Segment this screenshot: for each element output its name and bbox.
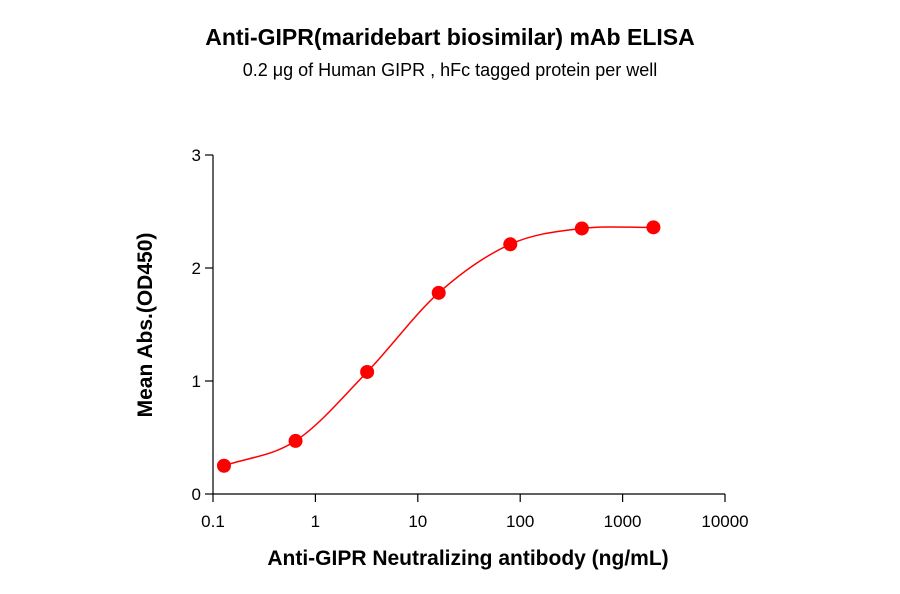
chart-title: Anti-GIPR(maridebart biosimilar) mAb ELI… xyxy=(205,24,695,50)
x-tick-label: 0.1 xyxy=(201,512,225,531)
axes: 0 1 2 3 0.1 1 10 100 1000 10000 xyxy=(192,146,749,531)
x-tick-label: 1000 xyxy=(604,512,642,531)
x-tick-label: 100 xyxy=(506,512,534,531)
x-tick-label: 10000 xyxy=(701,512,748,531)
y-tick-label: 1 xyxy=(192,372,201,391)
y-tick-label: 0 xyxy=(192,485,201,504)
data-point xyxy=(431,285,446,300)
fit-curve xyxy=(223,226,654,467)
x-axis-label: Anti-GIPR Neutralizing antibody (ng/mL) xyxy=(267,547,668,570)
data-point xyxy=(360,364,375,379)
y-tick-label: 2 xyxy=(192,259,201,278)
x-tick-label: 1 xyxy=(311,512,320,531)
data-point xyxy=(288,433,303,448)
data-point xyxy=(503,237,518,252)
chart-subtitle: 0.2 μg of Human GIPR , hFc tagged protei… xyxy=(242,60,658,80)
y-axis-label: Mean Abs.(OD450) xyxy=(134,233,157,418)
data-point xyxy=(646,220,661,235)
data-point xyxy=(216,458,231,473)
x-tick-label: 10 xyxy=(408,512,427,531)
data-points xyxy=(216,220,661,473)
data-point xyxy=(574,221,589,236)
y-tick-label: 3 xyxy=(192,146,201,165)
